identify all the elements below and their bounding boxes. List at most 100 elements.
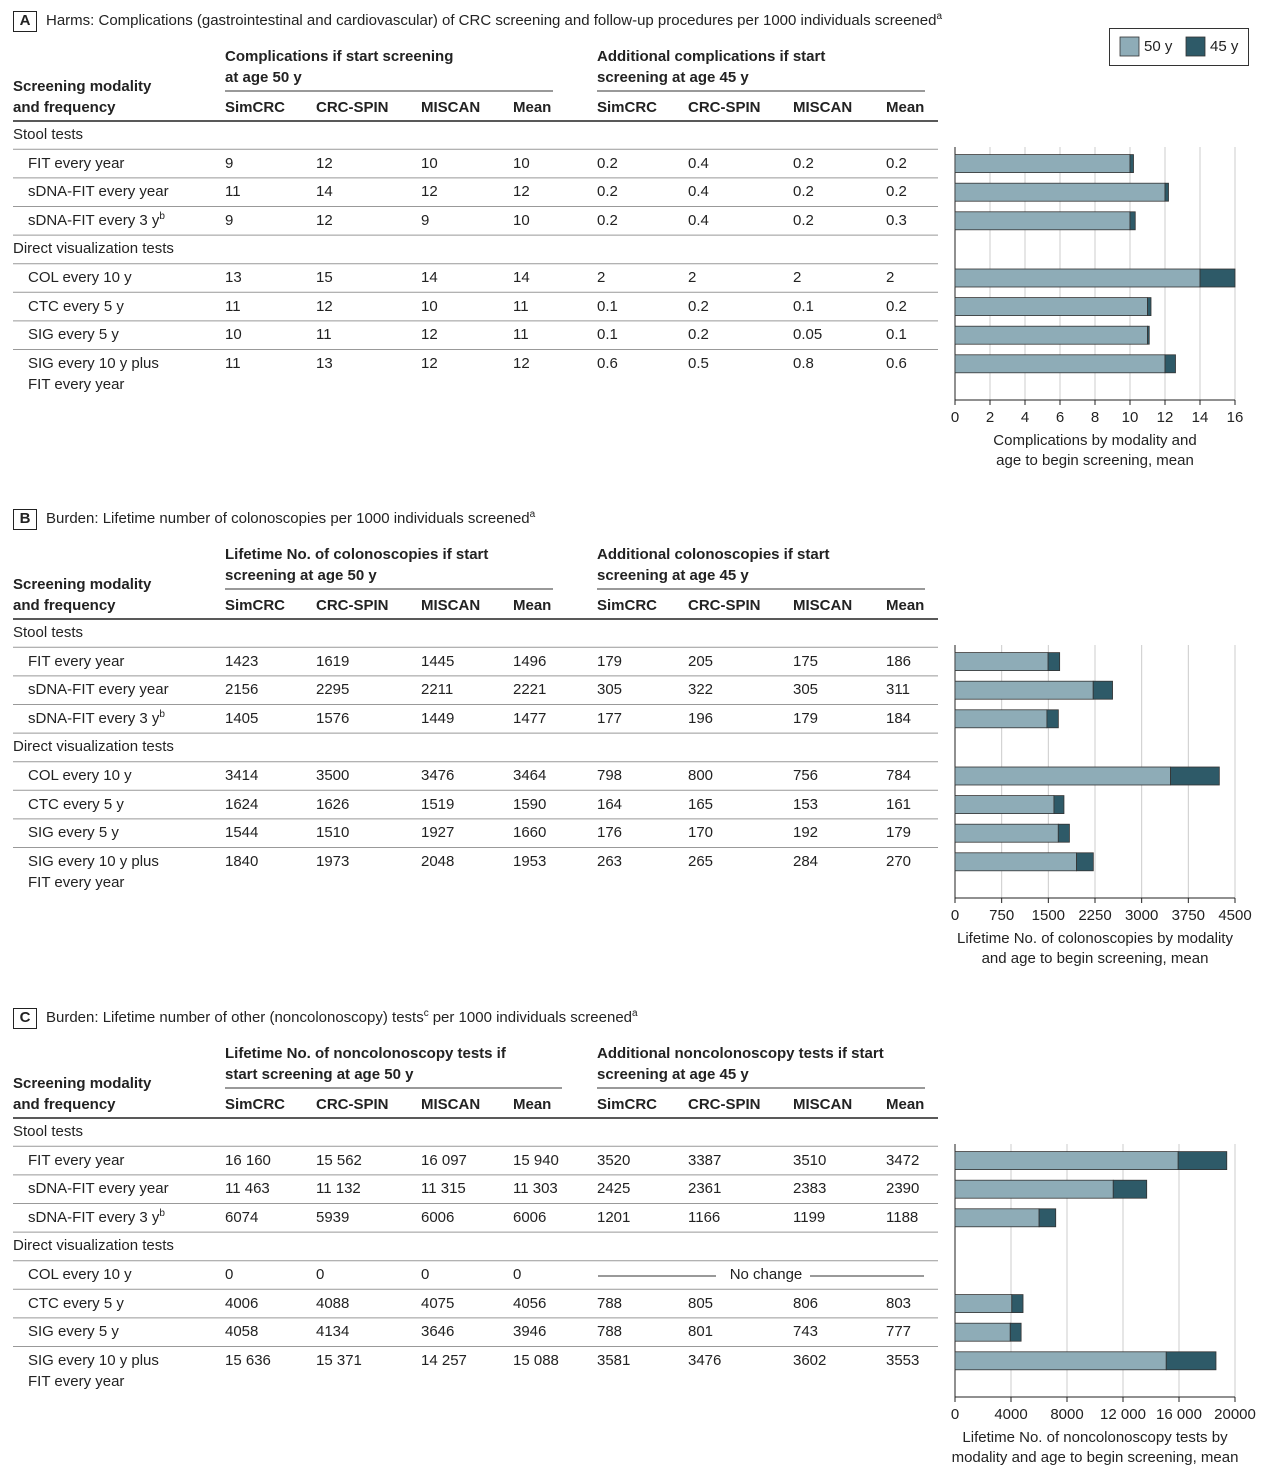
x-tick-label: 0 xyxy=(950,907,960,924)
table-cell: 5939 xyxy=(316,1208,350,1226)
table-cell: 15 636 xyxy=(225,1351,271,1369)
table-cell: 10 xyxy=(513,154,530,172)
table-cell: 2 xyxy=(597,269,606,286)
group-label: Direct visualization tests xyxy=(13,738,174,756)
table-cell: 11 xyxy=(225,183,241,201)
table-cell: 14 xyxy=(316,183,333,201)
legend-swatch xyxy=(1119,36,1140,57)
row-label: SIG every 10 y plus xyxy=(28,354,159,372)
table-cell: 0.4 xyxy=(688,211,709,229)
x-tick-label: 4500 xyxy=(1218,907,1252,924)
table-cell: 153 xyxy=(793,795,819,813)
row-label: COL every 10 y xyxy=(28,269,132,287)
group-label: Stool tests xyxy=(13,126,84,143)
stub-header: Screening modality xyxy=(13,576,152,593)
table-cell: 3414 xyxy=(225,767,259,784)
row-label-text: sDNA-FIT every year xyxy=(28,183,169,201)
column-header: MISCAN xyxy=(793,1096,853,1113)
table-cell: 3553 xyxy=(886,1351,920,1369)
table-cell: 0.05 xyxy=(793,326,823,344)
table-cell: 1660 xyxy=(513,824,547,842)
row-label: sDNA-FIT every year xyxy=(28,183,169,201)
table-cell: 16 097 xyxy=(421,1151,467,1169)
column-header: MISCAN xyxy=(421,597,481,614)
table-cell: 803 xyxy=(886,1294,912,1312)
column-group-header: start screening at age 50 y xyxy=(225,1066,414,1083)
x-axis-label: age to begin screening, mean xyxy=(996,452,1194,469)
table-cell: 1199 xyxy=(793,1208,826,1226)
table-cell: 1840 xyxy=(225,852,259,870)
table-cell: 11 xyxy=(225,354,241,372)
table-cell: 3946 xyxy=(513,1323,547,1341)
table-cell: 175 xyxy=(793,652,819,670)
table-cell: 800 xyxy=(688,767,714,784)
x-axis-label: modality and age to begin screening, mea… xyxy=(951,1449,1239,1466)
bar-segment xyxy=(954,823,1059,843)
table-cell: 1544 xyxy=(225,824,259,842)
table-cell: 0.2 xyxy=(597,211,618,229)
table-cell: 11 315 xyxy=(421,1180,466,1198)
bar-segment xyxy=(1057,823,1070,843)
bar-segment xyxy=(1199,268,1236,288)
x-axis-label: Lifetime No. of noncolonoscopy tests by xyxy=(962,1429,1228,1446)
table-cell: 1619 xyxy=(316,652,350,670)
row-label-text: FIT every year xyxy=(28,154,125,172)
table-cell: 14 257 xyxy=(421,1351,467,1369)
table-cell: 177 xyxy=(597,709,623,727)
table-cell: 3464 xyxy=(513,767,547,784)
table-cell: 2221 xyxy=(513,681,547,699)
column-header: MISCAN xyxy=(421,1096,481,1113)
row-label-text: SIG every 5 y xyxy=(28,326,119,344)
row-label-text: sDNA-FIT every 3 y xyxy=(28,709,160,727)
column-header: CRC-SPIN xyxy=(688,99,761,116)
bar-segment xyxy=(954,182,1166,202)
row-label: SIG every 5 y xyxy=(28,824,119,842)
table-cell: 6074 xyxy=(225,1208,259,1226)
table-cell: 0.2 xyxy=(688,326,709,344)
table-cell: 0.2 xyxy=(688,297,709,315)
bar-segment xyxy=(954,1322,1011,1342)
table-cell: 788 xyxy=(597,1294,623,1312)
column-group-header: Additional noncolonoscopy tests if start xyxy=(597,1045,884,1062)
bar-segment xyxy=(954,652,1049,671)
row-label-text: COL every 10 y xyxy=(28,767,132,784)
table-cell: 4056 xyxy=(513,1294,547,1312)
column-header: CRC-SPIN xyxy=(316,99,389,116)
row-label: sDNA-FIT every 3 yb xyxy=(28,709,165,728)
x-axis-label: Lifetime No. of colonoscopies by modalit… xyxy=(957,930,1233,947)
table-cell: 284 xyxy=(793,852,819,870)
x-tick-label: 12 000 xyxy=(1100,1406,1146,1423)
title-text: per 1000 individuals screened xyxy=(432,1009,633,1026)
bar-segment xyxy=(954,1179,1114,1199)
panel-label: A xyxy=(19,12,31,29)
bar-segment xyxy=(954,1294,1013,1313)
row-label: SIG every 10 y plus xyxy=(28,1351,159,1369)
row-label: sDNA-FIT every year xyxy=(28,681,169,699)
panel-label: C xyxy=(19,1009,31,1026)
table-cell: 305 xyxy=(793,681,819,699)
table-cell: 0.2 xyxy=(597,183,618,201)
column-header: SimCRC xyxy=(597,99,658,116)
column-header: Mean xyxy=(886,99,925,116)
row-label: CTC every 5 y xyxy=(28,796,124,814)
table-cell: 11 xyxy=(513,297,529,315)
bar-segment xyxy=(1164,182,1169,202)
table-cell: 0.2 xyxy=(793,154,814,172)
table-cell: 263 xyxy=(597,852,623,870)
table-cell: 305 xyxy=(597,681,623,699)
row-label: sDNA-FIT every 3 yb xyxy=(28,211,165,230)
title-superscript: c xyxy=(423,1008,429,1019)
table-cell: 0 xyxy=(513,1266,522,1283)
table-cell: 0.2 xyxy=(793,211,814,229)
table-cell: 3500 xyxy=(316,767,350,784)
row-label: sDNA-FIT every 3 yb xyxy=(28,1208,165,1227)
table-cell: 2211 xyxy=(421,681,454,699)
table-cell: 0.6 xyxy=(597,354,618,372)
row-label-text: CTC every 5 y xyxy=(28,297,124,315)
x-tick-label: 6 xyxy=(1055,409,1065,426)
bar-segment xyxy=(1170,766,1220,786)
table-cell: 15 562 xyxy=(316,1151,362,1169)
table-cell: 15 940 xyxy=(513,1151,559,1169)
x-tick-label: 4 xyxy=(1020,409,1030,426)
table-cell: 0.2 xyxy=(793,183,814,201)
